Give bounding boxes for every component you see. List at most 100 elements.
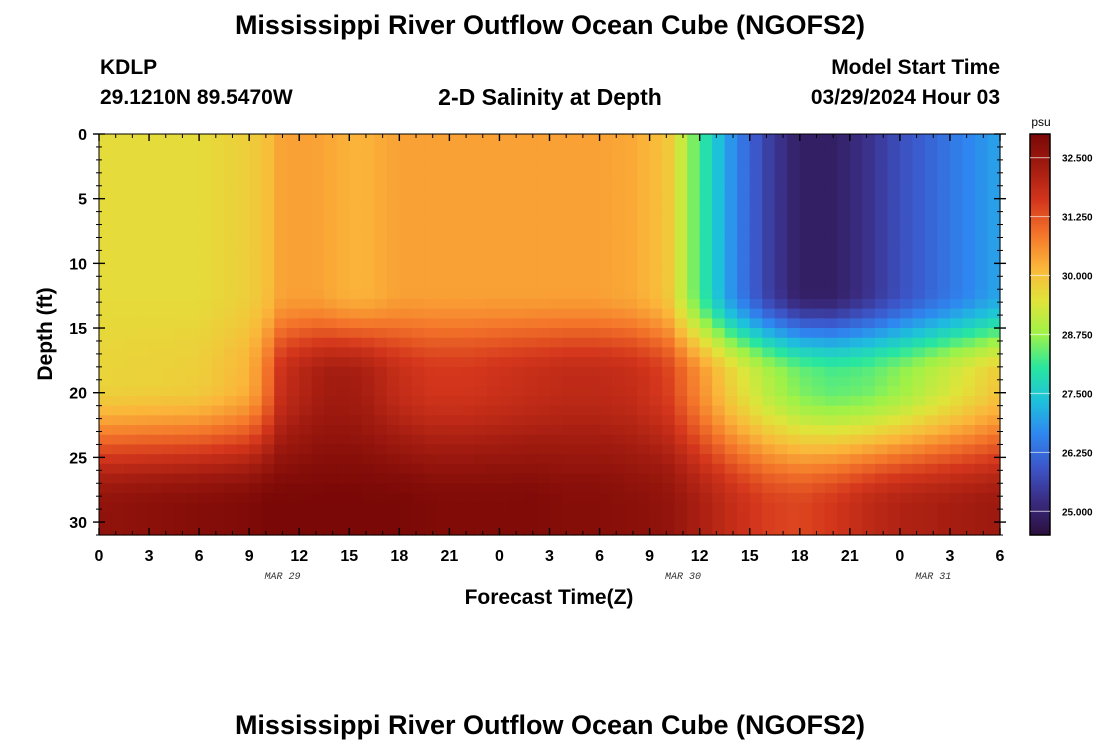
heatmap-cell xyxy=(949,376,964,387)
heatmap-cell xyxy=(299,415,313,426)
heatmap-cell xyxy=(774,347,788,358)
heatmap-cell xyxy=(687,347,701,358)
heatmap-cell xyxy=(524,454,538,465)
heatmap-cell xyxy=(824,182,838,193)
heatmap-cell xyxy=(574,192,588,203)
heatmap-cell xyxy=(712,134,726,145)
heatmap-cell xyxy=(937,153,951,164)
heatmap-cell xyxy=(912,386,926,397)
heatmap-cell xyxy=(687,386,701,397)
heatmap-cell xyxy=(261,502,275,513)
heatmap-cell xyxy=(311,260,325,271)
heatmap-cell xyxy=(249,434,263,446)
heatmap-cell xyxy=(887,463,901,475)
x-tick-label: 6 xyxy=(595,548,604,565)
heatmap-cell xyxy=(799,405,813,416)
heatmap-cell xyxy=(987,405,1001,416)
heatmap-cell xyxy=(199,454,213,465)
heatmap-cell xyxy=(436,376,450,387)
heatmap-cell xyxy=(511,522,526,533)
heatmap-cell xyxy=(111,134,125,145)
heatmap-cell xyxy=(136,192,150,203)
heatmap-cell xyxy=(411,221,425,232)
heatmap-cell xyxy=(286,502,300,513)
heatmap-cell xyxy=(299,386,313,397)
heatmap-cell xyxy=(987,279,1001,290)
heatmap-cell xyxy=(974,522,989,533)
heatmap-cell xyxy=(949,366,964,378)
heatmap-cell xyxy=(762,260,776,271)
heatmap-cell xyxy=(712,376,726,387)
heatmap-cell xyxy=(136,269,150,281)
heatmap-cell xyxy=(186,153,200,164)
heatmap-cell xyxy=(987,318,1001,329)
heatmap-cell xyxy=(787,201,801,213)
heatmap-cell xyxy=(224,337,238,349)
heatmap-cell xyxy=(562,483,576,494)
heatmap-cell xyxy=(461,163,476,174)
heatmap-cell xyxy=(436,250,450,261)
heatmap-cell xyxy=(299,434,313,446)
heatmap-cell xyxy=(574,221,588,232)
heatmap-cell xyxy=(249,502,263,513)
heatmap-cell xyxy=(236,231,250,242)
heatmap-cell xyxy=(924,143,939,154)
heatmap-cell xyxy=(649,260,663,271)
heatmap-cell xyxy=(774,260,788,271)
heatmap-cell xyxy=(249,143,263,154)
heatmap-cell xyxy=(899,492,913,504)
heatmap-cell xyxy=(724,463,738,475)
heatmap-cell xyxy=(411,192,425,203)
heatmap-cell xyxy=(149,279,163,290)
heatmap-cell xyxy=(361,308,375,319)
heatmap-cell xyxy=(562,405,576,416)
heatmap-cell xyxy=(974,357,989,368)
heatmap-cell xyxy=(687,182,701,193)
heatmap-cell xyxy=(349,269,363,281)
heatmap-cell xyxy=(937,143,951,154)
heatmap-cell xyxy=(987,260,1001,271)
heatmap-cell xyxy=(874,434,888,446)
heatmap-cell xyxy=(949,531,964,536)
heatmap-cell xyxy=(587,502,601,513)
heatmap-cell xyxy=(612,163,626,174)
heatmap-cell xyxy=(824,415,838,426)
heatmap-cell xyxy=(612,298,626,310)
heatmap-cell xyxy=(374,231,388,242)
heatmap-cell xyxy=(136,502,150,513)
heatmap-cell xyxy=(637,522,651,533)
heatmap-cell xyxy=(849,463,863,475)
heatmap-cell xyxy=(624,434,638,446)
heatmap-cell xyxy=(812,473,826,484)
heatmap-cell xyxy=(211,279,225,290)
heatmap-cell xyxy=(687,201,701,213)
heatmap-cell xyxy=(449,512,463,523)
heatmap-cell xyxy=(399,308,413,319)
heatmap-cell xyxy=(799,250,813,261)
heatmap-cell xyxy=(211,260,225,271)
heatmap-cell xyxy=(637,366,651,378)
heatmap-cell xyxy=(687,240,701,252)
heatmap-cell xyxy=(111,376,125,387)
heatmap-cell xyxy=(124,231,138,242)
heatmap-cell xyxy=(712,502,726,513)
heatmap-cell xyxy=(324,269,338,281)
heatmap-cell xyxy=(186,483,200,494)
heatmap-cell xyxy=(349,366,363,378)
heatmap-cell xyxy=(824,347,838,358)
heatmap-cell xyxy=(411,328,425,339)
heatmap-cell xyxy=(649,463,663,475)
heatmap-cell xyxy=(424,308,438,319)
heatmap-cell xyxy=(211,221,225,232)
heatmap-cell xyxy=(549,434,563,446)
heatmap-cell xyxy=(486,289,501,300)
heatmap-cell xyxy=(124,347,138,358)
x-tick-label: 0 xyxy=(95,548,104,565)
heatmap-cell xyxy=(724,522,738,533)
x-axis-label: Forecast Time(Z) xyxy=(465,586,634,609)
heatmap-cell xyxy=(549,454,563,465)
heatmap-cell xyxy=(136,240,150,252)
heatmap-cell xyxy=(574,231,588,242)
heatmap-cell xyxy=(186,221,200,232)
heatmap-cell xyxy=(186,201,200,213)
